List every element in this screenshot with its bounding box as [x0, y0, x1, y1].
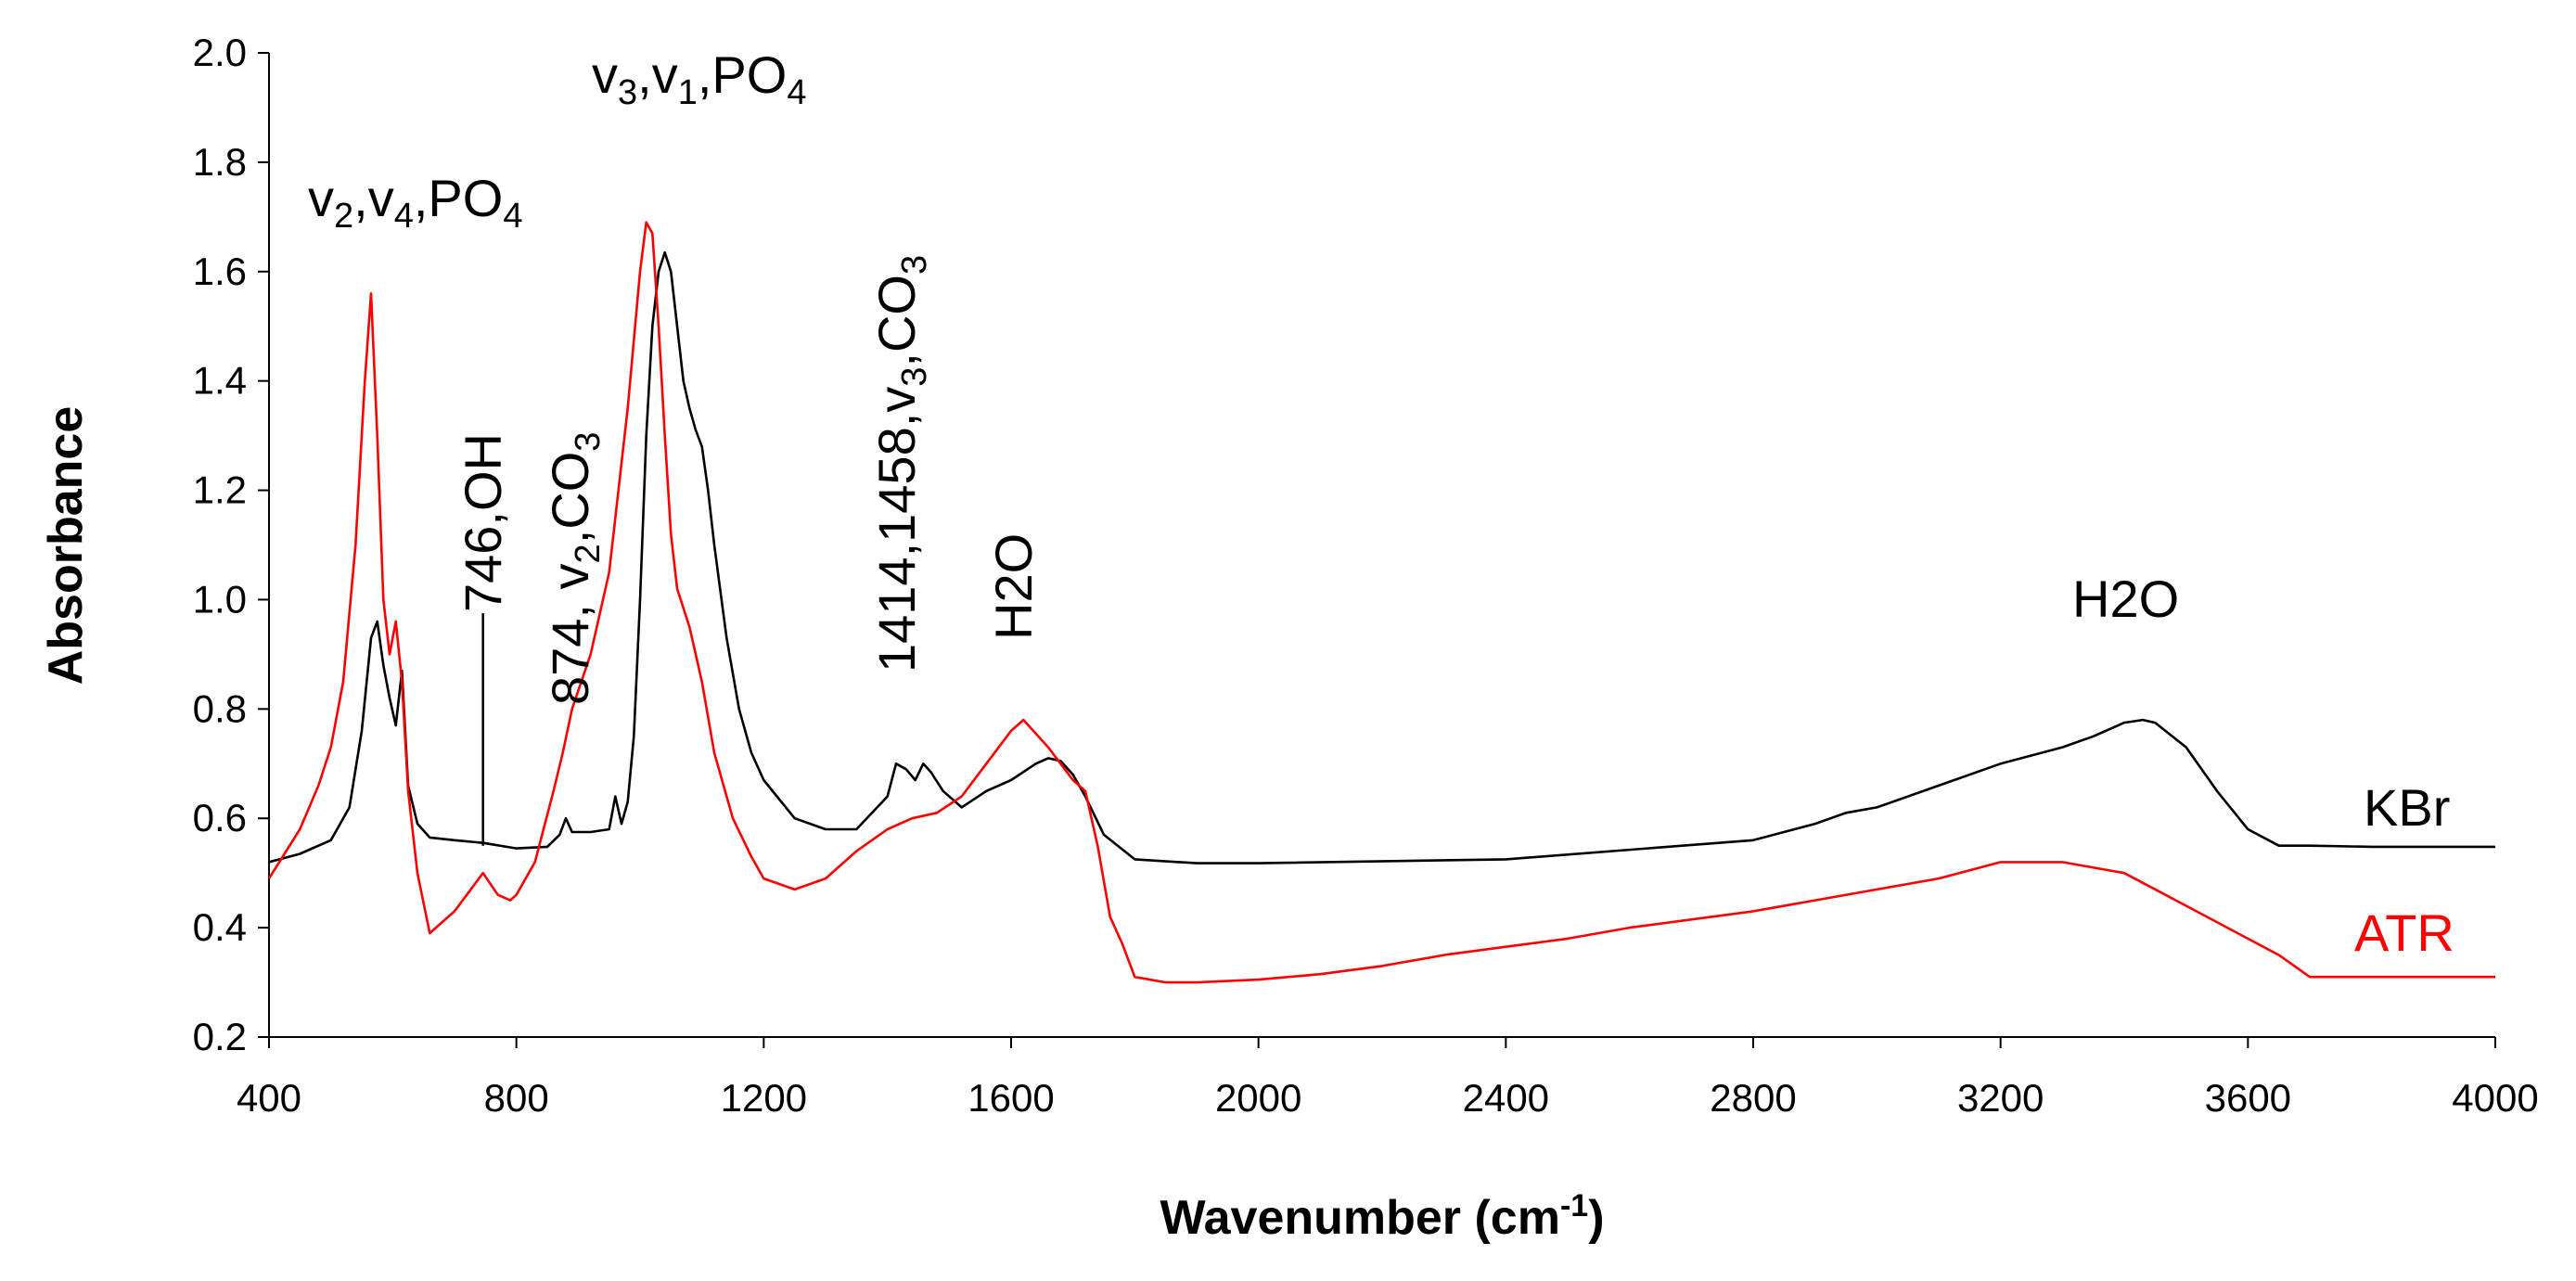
x-tick-label: 400 [237, 1076, 301, 1120]
series-label-atr: ATR [2354, 903, 2454, 962]
x-axis-title: Wavenumber (cm-1) [1160, 1188, 1604, 1245]
annotation-text: 1414,1458,v [867, 387, 926, 673]
y-tick-label: 0.2 [193, 1015, 247, 1058]
annotation-1414-1458-v3-co3: 1414,1458,v3,CO3 [867, 255, 934, 673]
x-tick-label: 2400 [1463, 1076, 1549, 1120]
annotation-text: 874, v [541, 563, 599, 705]
annotation-subscript: 4 [394, 197, 414, 236]
x-tick-label: 1600 [968, 1076, 1054, 1120]
x-tick-label: 2800 [1710, 1076, 1796, 1120]
series-layer [267, 221, 2495, 984]
y-tick-label: 0.6 [193, 796, 247, 839]
y-tick-label: 2.0 [193, 31, 247, 74]
annotation-746-oh: 746,OH [454, 433, 512, 612]
y-tick-label: 1.6 [193, 250, 247, 293]
annotation-subscript: 1 [678, 73, 698, 112]
annotation-subscript: 3 [895, 255, 934, 275]
x-axis-title-sup: -1 [1560, 1188, 1588, 1223]
y-tick-label: 1.0 [193, 577, 247, 621]
x-tick-label: 2000 [1215, 1076, 1301, 1120]
x-axis-title-main: Wavenumber (cm [1160, 1191, 1560, 1245]
annotation-subscript: 3 [618, 73, 637, 112]
axes [268, 53, 2495, 1038]
annotation-v3-v1-po4: v3,v1,PO4 [592, 45, 806, 112]
y-tick-label: 1.4 [193, 359, 247, 403]
annotation-h2o-1600: H2O [984, 533, 1043, 640]
annotation-text: 746,OH [454, 433, 512, 612]
x-ticks: 400 800 1200 1600 2000 2400 2800 3200 3600 4000 [237, 1037, 2539, 1120]
series-label-kbr: KBr [2364, 778, 2450, 837]
x-tick-label: 3200 [1957, 1076, 2044, 1120]
y-ticks: 0.2 0.4 0.6 0.8 1.0 1.2 1.4 1.6 1.8 2.0 [193, 31, 269, 1058]
x-tick-label: 800 [484, 1076, 549, 1120]
y-tick-label: 0.4 [193, 905, 247, 949]
series-line-atr [267, 221, 2495, 984]
x-tick-label: 4000 [2452, 1076, 2538, 1120]
annotation-v2-v4-po4: v2,v4,PO4 [308, 169, 522, 236]
y-tick-label: 1.8 [193, 140, 247, 184]
y-axis-title: Absorbance [39, 406, 93, 685]
annotation-subscript: 3 [895, 367, 934, 387]
annotation-subscript: 4 [503, 197, 522, 236]
annotation-text: ,CO [541, 452, 599, 544]
annotation-text: ,CO [867, 275, 926, 367]
x-axis-title-close: ) [1588, 1191, 1604, 1245]
annotation-subscript: 2 [334, 197, 353, 236]
annotation-text: v [308, 169, 334, 227]
y-tick-label: 0.8 [193, 686, 247, 730]
x-tick-label: 3600 [2205, 1076, 2291, 1120]
annotation-subscript: 3 [569, 432, 608, 452]
annotation-text: H2O [984, 533, 1043, 640]
annotation-h2o-3400: H2O [2072, 570, 2179, 628]
annotation-874-v2-co3: 874, v2,CO3 [541, 432, 608, 705]
y-tick-label: 1.2 [193, 468, 247, 512]
annotation-text: ,v [353, 169, 394, 227]
annotation-subscript: 4 [787, 73, 806, 112]
annotation-text: ,v [637, 45, 678, 104]
annotation-subscript: 2 [569, 544, 608, 563]
annotation-text: v [592, 45, 618, 104]
annotation-text: H2O [2072, 570, 2179, 628]
annotation-text: ,PO [414, 169, 503, 227]
series-line-kbr [268, 250, 2495, 865]
annotation-text: ,PO [698, 45, 787, 104]
x-tick-label: 1200 [721, 1076, 807, 1120]
